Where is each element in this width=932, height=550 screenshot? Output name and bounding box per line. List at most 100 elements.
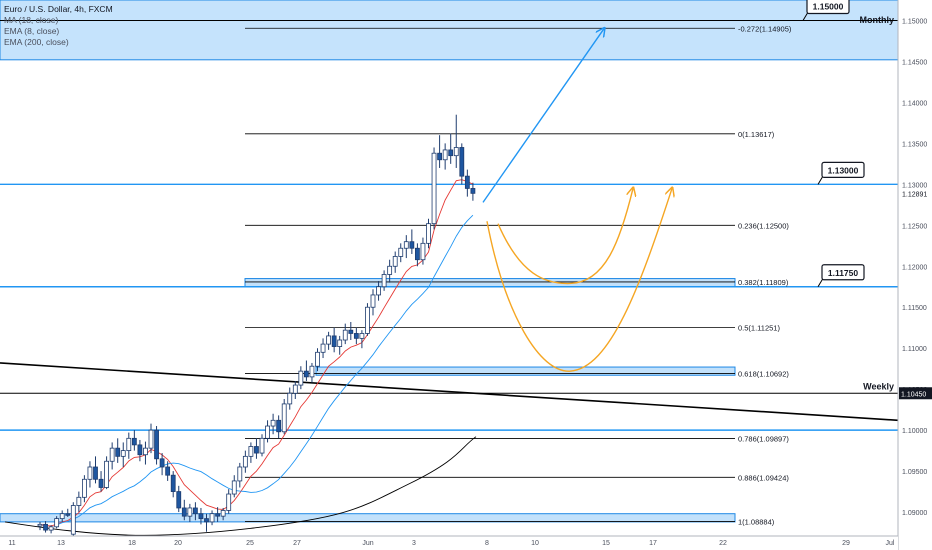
candle-body-72 (437, 152, 443, 161)
trendline-layer (0, 362, 899, 422)
long-trendline (0, 362, 899, 422)
candle-body-66 (403, 241, 409, 249)
candle-body-43 (276, 419, 282, 433)
price-tick-7: 1.11500 (902, 305, 927, 312)
date-tick-13: 29 (842, 540, 850, 547)
candle-body-53 (331, 335, 337, 347)
candle-body-65 (398, 247, 404, 257)
price-label-box-1 (821, 161, 865, 178)
scenario-arrow-large-u (486, 188, 672, 372)
candle-body-6 (70, 505, 76, 535)
candle-body-17 (131, 437, 137, 446)
legend-ma18[interactable]: MA (18, close) (4, 15, 59, 25)
ema8-line (39, 179, 474, 527)
price-label-box-0 (806, 0, 850, 15)
price-tick-11: 1.09500 (902, 469, 927, 476)
price-tick-5: 1.12500 (902, 223, 927, 230)
date-tick-0: 11 (8, 540, 15, 547)
candle-body-49 (309, 365, 315, 378)
candle-body-46 (292, 384, 298, 394)
candle-body-62 (381, 274, 387, 288)
date-tick-9: 10 (531, 540, 539, 547)
candle-body-14 (115, 447, 121, 457)
candle-body-30 (204, 518, 209, 523)
candle-body-33 (220, 510, 226, 517)
date-tick-2: 18 (128, 540, 136, 547)
candle-body-77 (464, 175, 470, 189)
candle-body-19 (143, 447, 148, 456)
date-tick-11: 17 (649, 540, 657, 547)
fib-label-7: 0.886(1.09424) (738, 473, 789, 482)
candles-layer (37, 114, 476, 537)
ema200-line (4, 436, 477, 536)
candle-body-78 (470, 188, 476, 194)
date-tick-6: Jun (362, 540, 373, 547)
fib-label-1: 0(1.13617) (738, 130, 775, 139)
candle-body-60 (370, 294, 376, 308)
time-axis[interactable]: 11 13 18 20 25 27 Jun 3 8 10 15 17 22 29 Jul (0, 535, 898, 550)
candle-body-22 (159, 458, 165, 468)
date-tick-7: 3 (412, 540, 416, 547)
candle-body-25 (176, 491, 182, 509)
legend-ema8[interactable]: EMA (8, close) (4, 26, 60, 36)
price-label-2: 1.11750 (828, 268, 859, 278)
time-axis-bg (0, 536, 898, 550)
date-tick-3: 20 (174, 540, 182, 547)
candle-body-42 (270, 419, 276, 427)
candle-body-75 (453, 147, 459, 157)
candle-body-3 (54, 518, 60, 528)
candle-body-50 (315, 351, 320, 367)
candle-body-76 (459, 147, 465, 177)
candle-body-68 (414, 247, 420, 261)
fib-label-3: 0.382(1.11809) (738, 278, 789, 287)
candle-body-7 (76, 496, 82, 506)
candle-body-31 (209, 513, 215, 523)
candle-body-63 (387, 265, 393, 275)
candle-body-59 (365, 306, 370, 334)
candle-body-11 (98, 478, 104, 488)
legend-ema200[interactable]: EMA (200, close) (4, 37, 69, 47)
candle-body-15 (120, 450, 126, 457)
candle-body-32 (215, 513, 221, 517)
candle-body-16 (126, 437, 132, 452)
candle-body-39 (254, 446, 259, 454)
price-labels-layer: 1.15000 1.13000 1.11750 (802, 0, 865, 288)
price-label-0: 1.15000 (813, 1, 844, 11)
price-axis-bg (898, 0, 932, 550)
candle-body-51 (320, 343, 326, 353)
candle-body-10 (93, 466, 98, 480)
candle-body-44 (281, 403, 287, 433)
date-tick-1: 13 (57, 540, 65, 547)
date-tick-8: 8 (485, 540, 489, 547)
fib-label-4: 0.5(1.11251) (738, 324, 780, 333)
weekly-price-tag: 1.10450 (901, 391, 926, 398)
price-tick-8: 1.11000 (902, 346, 927, 353)
date-tick-14: Jul (886, 540, 895, 547)
candle-body-5 (65, 513, 71, 516)
zone-2 (315, 366, 736, 376)
price-tick-4: 1.13000 (902, 182, 927, 189)
candle-body-56 (348, 329, 354, 334)
candle-body-38 (248, 446, 254, 457)
fib-label-2: 0.236(1.12500) (738, 221, 789, 230)
candle-body-2 (48, 526, 54, 531)
moving-averages-layer (4, 179, 477, 536)
price-axis[interactable]: 1.15000 1.14500 1.14000 1.13500 1.13000 1.125… (897, 0, 932, 550)
candle-body-36 (237, 466, 243, 482)
price-tick-10: 1.10000 (902, 428, 927, 435)
legend-symbol[interactable]: Euro / U.S. Dollar, 4h, FXCM (4, 4, 113, 14)
price-tick-0: 1.15000 (902, 18, 927, 25)
fib-label-0: -0.272(1.14905) (738, 24, 792, 33)
zone-3 (0, 513, 736, 523)
candle-body-67 (409, 241, 415, 249)
scenario-arrow-small-u (497, 188, 633, 285)
candle-body-40 (259, 437, 265, 454)
price-tick-12: 1.09000 (902, 510, 927, 517)
drawings-layer (482, 29, 672, 372)
candle-body-70 (426, 223, 431, 244)
candle-body-20 (148, 429, 154, 449)
zone-0 (0, 0, 899, 61)
price-label-box-2 (821, 264, 865, 281)
candle-body-23 (165, 466, 171, 476)
